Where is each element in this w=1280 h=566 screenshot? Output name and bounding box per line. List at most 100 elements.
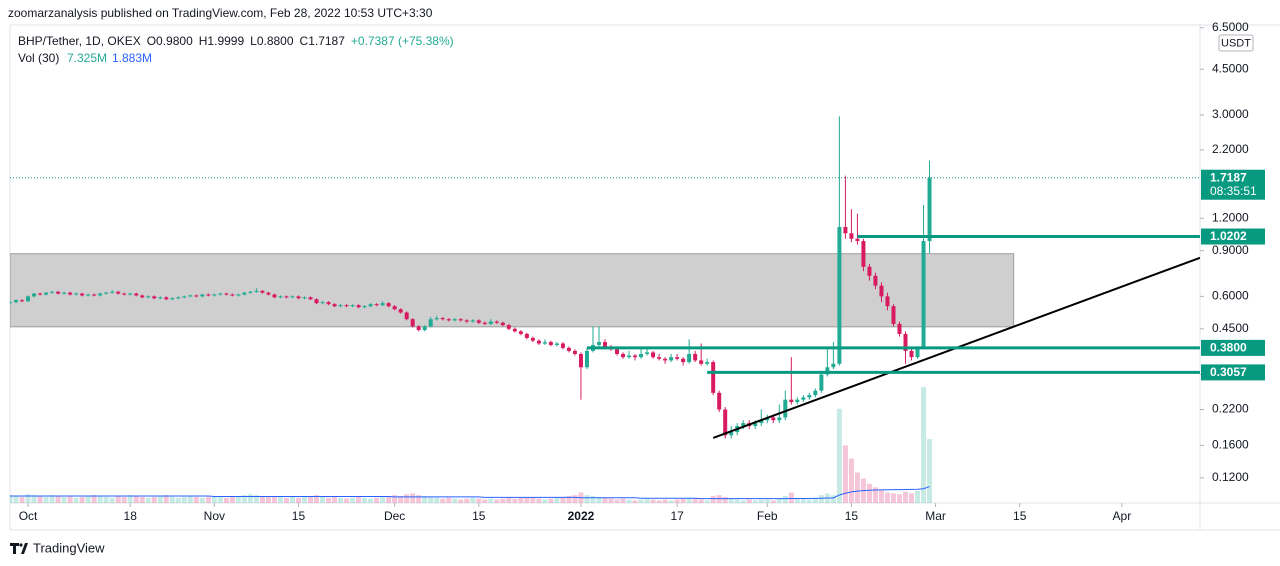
volume-bar xyxy=(500,498,506,503)
volume-bar xyxy=(187,496,193,503)
candle-body xyxy=(152,296,157,299)
volume-bar xyxy=(181,496,187,503)
volume-bar xyxy=(259,496,265,503)
candle-body xyxy=(681,358,686,363)
volume-bar xyxy=(794,497,800,503)
candle-body xyxy=(260,290,265,293)
volume-bar xyxy=(638,499,644,503)
volume-bar xyxy=(205,496,211,503)
candle-body xyxy=(32,293,37,297)
last-price-label: 1.7187 xyxy=(1210,170,1247,184)
candle-body xyxy=(843,227,848,234)
candle-body xyxy=(795,399,800,403)
candle-body xyxy=(194,295,199,297)
candle-body xyxy=(326,302,331,305)
volume-bar xyxy=(247,494,253,503)
volume-bar xyxy=(464,498,470,503)
volume-bar xyxy=(626,499,632,503)
candle-body xyxy=(560,343,565,348)
volume-bar xyxy=(115,496,121,503)
candle-body xyxy=(825,367,830,375)
candle-body xyxy=(897,323,902,334)
candle-body xyxy=(789,399,794,403)
candle-body xyxy=(524,333,529,338)
level-label: 1.0202 xyxy=(1210,229,1247,243)
candle-body xyxy=(464,320,469,322)
candle-body xyxy=(879,285,884,297)
x-tick-label: Oct xyxy=(19,509,38,523)
volume-bar xyxy=(842,445,848,503)
volume-bar xyxy=(680,498,686,503)
volume-bar xyxy=(878,489,884,503)
candle-body xyxy=(512,328,517,332)
candle-body xyxy=(536,340,541,344)
volume-bar xyxy=(446,497,452,503)
candle-body xyxy=(861,241,866,267)
level-label: 0.3800 xyxy=(1210,341,1247,355)
candle-body xyxy=(374,304,379,306)
currency-box[interactable] xyxy=(1218,34,1254,52)
legend: O0.9800 H1.9999 L0.8800 C1.7187 +0.7387 (+75… xyxy=(147,34,454,48)
volume-bar xyxy=(674,499,680,503)
x-tick-label: 18 xyxy=(124,509,138,523)
candle-body xyxy=(110,291,115,293)
candle-body xyxy=(452,319,457,321)
candle-body xyxy=(699,360,704,364)
candle-body xyxy=(837,227,842,364)
volume-bar xyxy=(866,483,872,503)
candle-body xyxy=(356,305,361,308)
x-tick-label: Apr xyxy=(1113,509,1132,523)
candle-body xyxy=(392,306,397,310)
volume-bar xyxy=(283,497,289,503)
header: zoomarzanalysis published on TradingView… xyxy=(8,6,433,20)
candle-body xyxy=(566,347,571,351)
y-tick-label: 4.5000 xyxy=(1212,61,1249,75)
volume-bar xyxy=(662,499,668,503)
currency[interactable]: USDT xyxy=(1221,37,1251,49)
candle-body xyxy=(687,353,692,363)
x-tick-label: Dec xyxy=(384,509,405,523)
volume-bar xyxy=(632,500,638,503)
volume-bar xyxy=(434,497,440,503)
volume-bar xyxy=(223,497,229,503)
volume-bar xyxy=(596,496,602,503)
volume-bar xyxy=(368,498,374,503)
volume-bar xyxy=(13,496,19,503)
y-tick-label: 6.5000 xyxy=(1212,20,1249,34)
volume-bar xyxy=(566,496,572,503)
candle-body xyxy=(422,326,427,331)
volume-bar xyxy=(602,497,608,503)
candle-body xyxy=(885,296,890,307)
volume-bar xyxy=(374,497,380,503)
candle-body xyxy=(206,294,211,296)
candle-body xyxy=(596,342,601,345)
candle-body xyxy=(398,309,403,313)
candle-body xyxy=(44,292,49,295)
y-tick-label: 1.2000 xyxy=(1212,210,1249,224)
candle-body xyxy=(434,318,439,320)
candle-body xyxy=(771,417,776,421)
candle-body xyxy=(86,294,91,296)
candle-body xyxy=(242,292,247,295)
volume-bar xyxy=(314,495,320,503)
candle-body xyxy=(813,390,818,396)
volume-bar xyxy=(548,498,554,503)
volume-bar xyxy=(915,490,921,503)
axes: 0.12000.16000.22000.30000.45000.60000.90… xyxy=(19,20,1265,523)
candle-body xyxy=(380,303,385,306)
volume-bar xyxy=(909,493,915,503)
y-tick-label: 0.9000 xyxy=(1212,243,1249,257)
volume-bar xyxy=(740,500,746,503)
candle-body xyxy=(26,296,31,302)
volume-bar xyxy=(692,498,698,503)
candle-body xyxy=(284,296,289,298)
ohlc-value: C1.7187 xyxy=(300,34,346,48)
candle-body xyxy=(230,294,235,296)
candle-body xyxy=(74,293,79,295)
candle-body xyxy=(729,432,734,436)
volume-bar xyxy=(277,496,283,503)
candle-body xyxy=(440,318,445,320)
volume-bar xyxy=(344,498,350,503)
volume-bar xyxy=(145,497,151,503)
volume-bar xyxy=(67,496,73,503)
